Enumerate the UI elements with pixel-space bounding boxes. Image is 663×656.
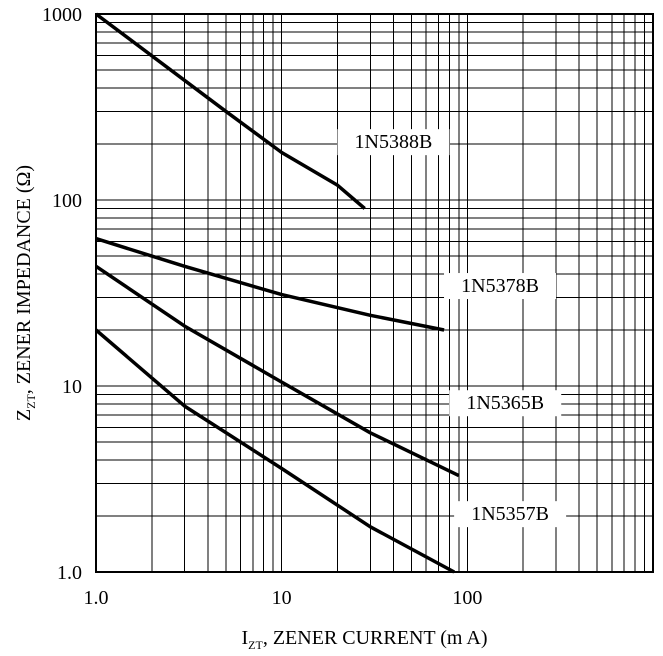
series-label-background	[337, 129, 450, 156]
x-tick-label: 100	[452, 587, 482, 609]
x-tick-label: 10	[272, 587, 292, 609]
y-axis-label: ZZT, ZENER IMPEDANCE (Ω)	[13, 165, 38, 421]
x-axis-label: IZT, ZENER CURRENT (m A)	[242, 627, 488, 652]
series-label-1n5365b: 1N5365B	[466, 392, 544, 414]
series-line-1n5388b	[94, 12, 366, 210]
x-axis-label-main: I	[242, 627, 249, 649]
x-axis-label-rest: , ZENER CURRENT (m A)	[263, 627, 488, 649]
series-label-background	[444, 273, 557, 300]
series-label-1n5357b: 1N5357B	[471, 503, 549, 525]
y-tick-label: 1.0	[57, 562, 82, 584]
tick-labels: 1.0 10 100 1.0 10 100 1000	[42, 4, 482, 609]
series-label-background	[454, 501, 567, 528]
y-tick-label: 1000	[42, 4, 82, 26]
series-label-1n5378b: 1N5378B	[461, 275, 539, 297]
series-line-1n5378b	[95, 236, 445, 332]
series-layer: 1N5388B 1N5378B 1N5365B 1N5357B	[94, 12, 567, 574]
x-tick-label: 1.0	[84, 587, 109, 609]
series-label-1n5388b: 1N5388B	[355, 131, 433, 153]
y-axis-label-main: Z	[13, 409, 35, 421]
x-axis-label-sub: ZT	[248, 638, 263, 652]
y-axis-label-sub: ZT	[24, 394, 38, 409]
grid-lines	[95, 14, 653, 573]
y-tick-label: 10	[62, 376, 82, 398]
series-line-1n5357b	[94, 328, 456, 574]
series-line-1n5365b	[95, 264, 460, 478]
series-label-background	[449, 390, 562, 417]
y-axis-label-rest: , ZENER IMPEDANCE (Ω)	[13, 165, 35, 394]
plot-border	[95, 13, 654, 573]
y-tick-label: 100	[52, 190, 82, 212]
